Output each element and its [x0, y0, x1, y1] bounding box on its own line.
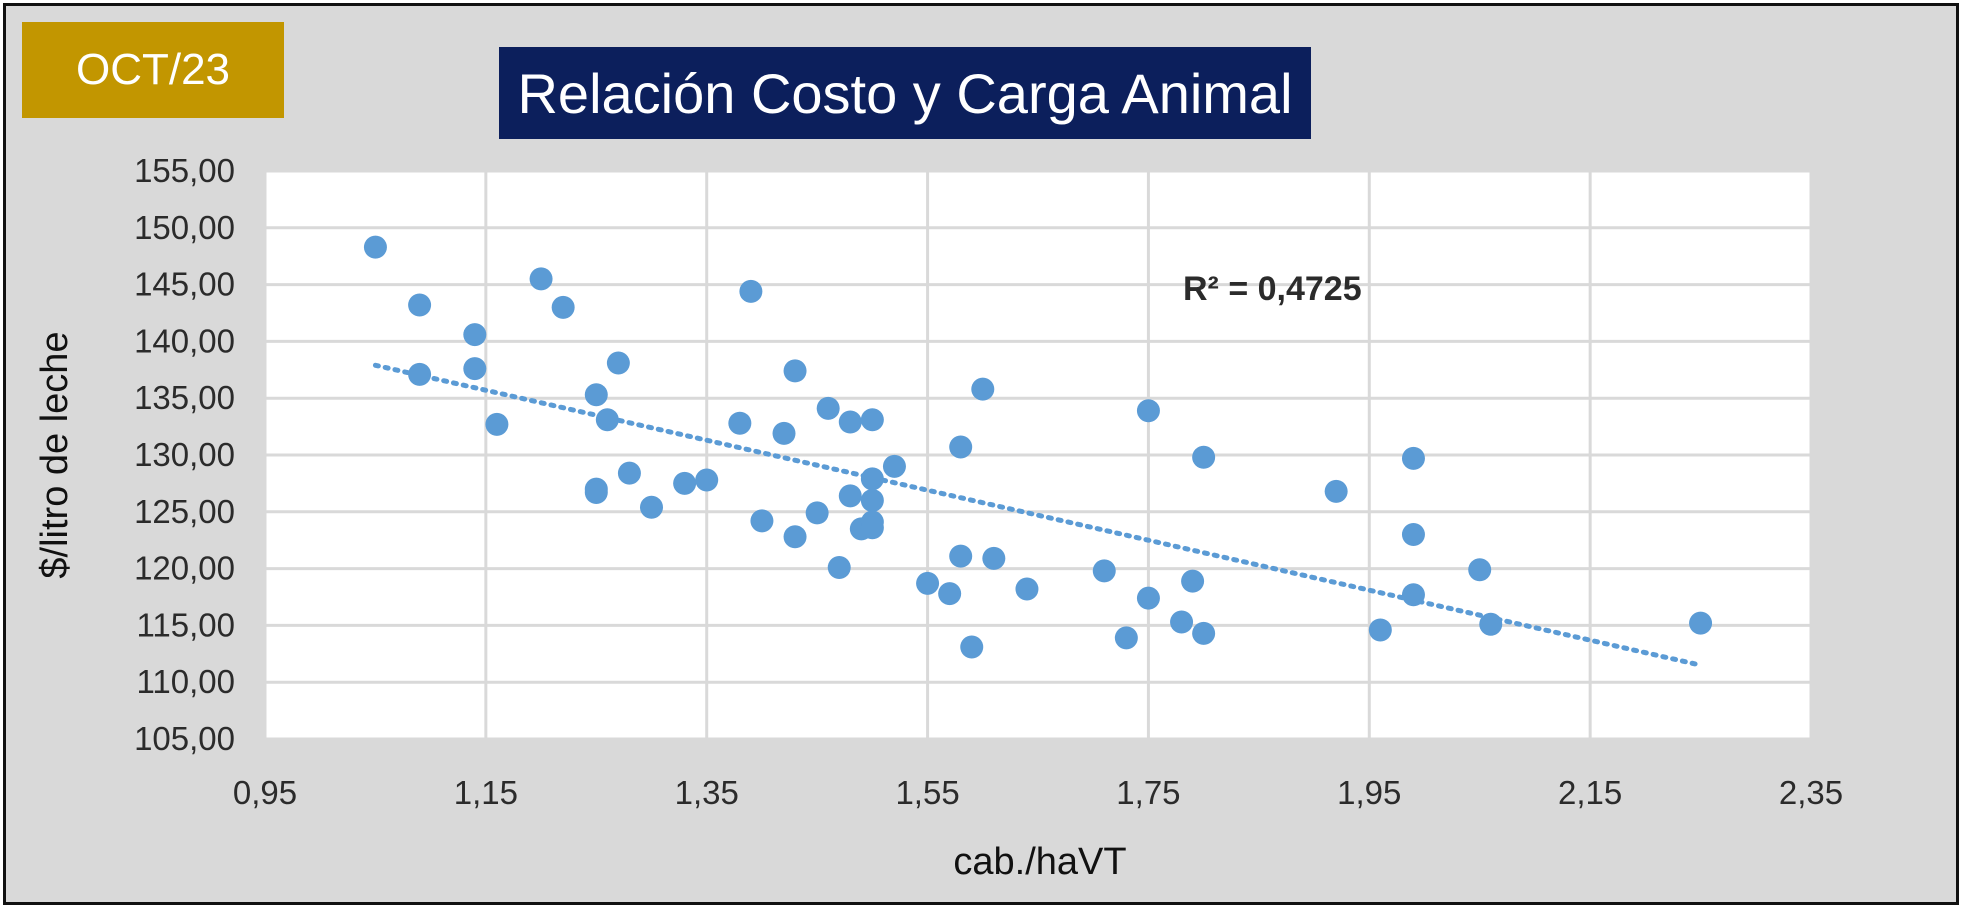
data-point: [408, 362, 432, 386]
x-tick-label: 1,95: [1337, 774, 1401, 811]
data-point: [739, 279, 763, 303]
y-tick-label: 110,00: [137, 663, 235, 700]
y-tick-label: 145,00: [134, 266, 235, 303]
data-point: [551, 295, 575, 319]
date-badge: OCT/23: [22, 22, 284, 118]
data-point: [949, 544, 973, 568]
y-tick-label: 135,00: [134, 379, 235, 416]
y-tick-label: 115,00: [137, 606, 235, 643]
data-point: [1401, 523, 1425, 547]
data-point: [1689, 611, 1713, 635]
data-point: [827, 555, 851, 579]
data-point: [860, 516, 884, 540]
data-point: [960, 635, 984, 659]
y-tick-label: 130,00: [134, 436, 235, 473]
data-point: [1136, 586, 1160, 610]
data-point: [938, 582, 962, 606]
data-point: [485, 412, 509, 436]
data-point: [1136, 399, 1160, 423]
y-tick-label: 150,00: [134, 209, 235, 246]
data-point: [1192, 445, 1216, 469]
data-point: [1368, 618, 1392, 642]
gridlines: [263, 169, 1813, 741]
data-point: [982, 546, 1006, 570]
data-point: [772, 421, 796, 445]
data-point: [882, 454, 906, 478]
trendline: [372, 362, 1704, 668]
data-point: [1324, 479, 1348, 503]
data-point: [860, 488, 884, 512]
data-point: [971, 377, 995, 401]
data-point: [1114, 626, 1138, 650]
data-point: [1479, 612, 1503, 636]
date-badge-label: OCT/23: [75, 45, 231, 94]
data-point: [584, 480, 608, 504]
data-point: [1092, 559, 1116, 583]
r-squared-annotation: R² = 0,4725: [1183, 270, 1362, 308]
data-point: [695, 468, 719, 492]
data-point: [838, 410, 862, 434]
data-point: [916, 571, 940, 595]
y-tick-label: 155,00: [134, 152, 235, 189]
data-point: [728, 411, 752, 435]
data-point: [750, 509, 774, 533]
data-points: [363, 235, 1713, 659]
chart-title-text: Relación Costo y Carga Animal: [517, 61, 1293, 125]
data-point: [606, 351, 630, 375]
data-point: [1468, 558, 1492, 582]
data-point: [949, 435, 973, 459]
data-point: [529, 267, 553, 291]
data-point: [595, 408, 619, 432]
data-point: [640, 495, 663, 519]
y-tick-label: 140,00: [134, 322, 235, 359]
data-point: [463, 323, 487, 347]
y-axis-ticks: 155,00 150,00 145,00 140,00 135,00 130,00 125,…: [134, 152, 235, 757]
x-tick-label: 1,75: [1116, 774, 1180, 811]
data-point: [463, 357, 487, 381]
data-point: [860, 467, 884, 491]
x-tick-label: 1,15: [454, 774, 518, 811]
data-point: [673, 471, 697, 495]
data-point: [408, 293, 432, 317]
x-tick-label: 2,15: [1558, 774, 1622, 811]
data-point: [1401, 583, 1425, 607]
data-point: [617, 461, 641, 485]
y-tick-label: 125,00: [134, 493, 235, 530]
x-tick-label: 1,55: [895, 774, 959, 811]
data-point: [1170, 610, 1194, 634]
data-point: [1192, 621, 1216, 645]
x-axis-title: cab./haVT: [953, 841, 1126, 883]
data-point: [1181, 569, 1205, 593]
y-tick-label: 105,00: [134, 720, 235, 757]
y-axis-title: $/litro de leche: [34, 331, 76, 578]
data-point: [584, 383, 608, 407]
data-point: [783, 359, 807, 383]
x-tick-label: 1,35: [675, 774, 739, 811]
x-tick-label: 0,95: [233, 774, 297, 811]
data-point: [805, 501, 829, 525]
data-point: [783, 525, 807, 549]
x-axis-ticks: 0,95 1,15 1,35 1,55 1,75 1,95 2,15 2,35: [233, 774, 1843, 811]
data-point: [1401, 446, 1425, 470]
y-tick-label: 120,00: [134, 550, 235, 587]
chart-title: Relación Costo y Carga Animal: [499, 47, 1311, 139]
data-point: [838, 484, 862, 508]
data-point: [363, 235, 387, 259]
x-tick-label: 2,35: [1779, 774, 1843, 811]
data-point: [816, 396, 840, 420]
data-point: [860, 408, 884, 432]
data-point: [1015, 577, 1039, 601]
